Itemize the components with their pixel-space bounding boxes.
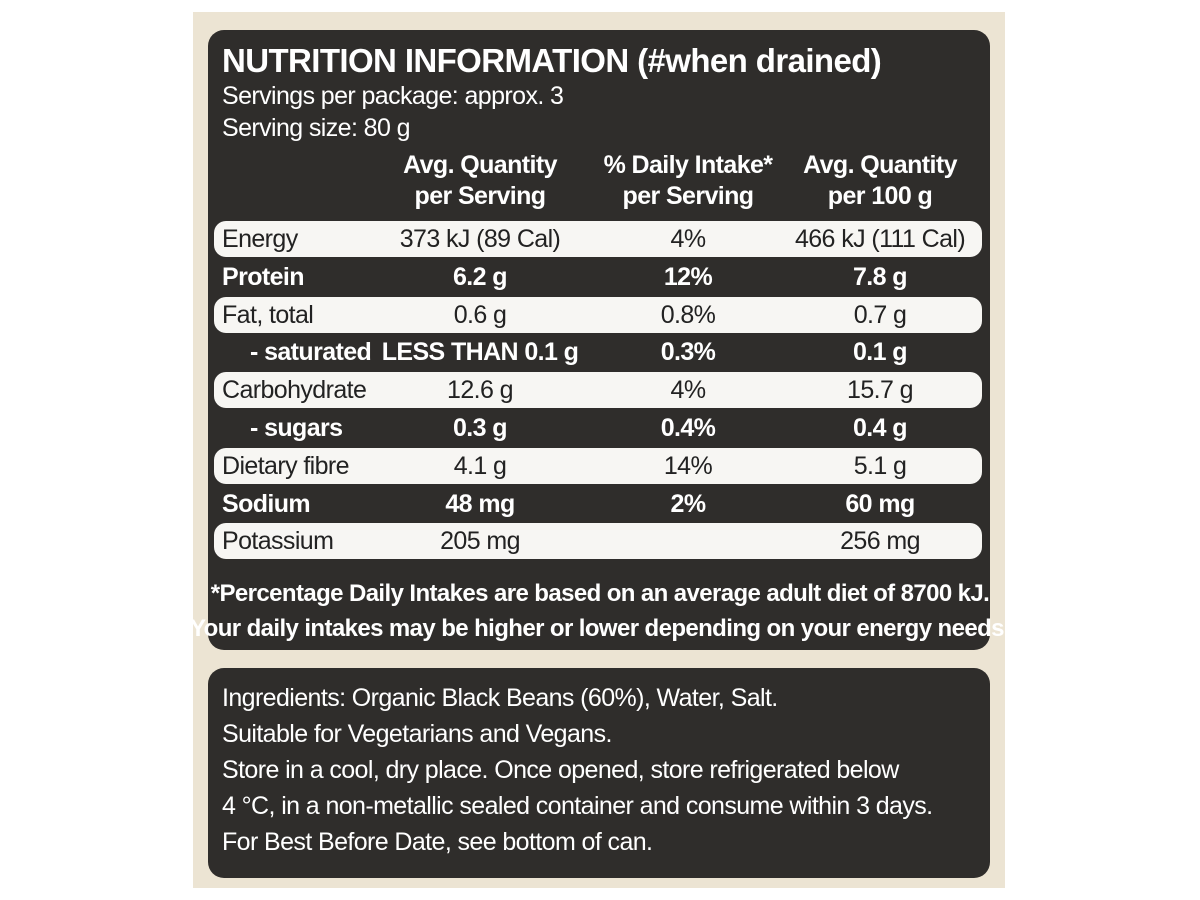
- info-line: 4 °C, in a non-metallic sealed container…: [222, 792, 933, 820]
- cell: 373 kJ (89 Cal): [399, 225, 561, 253]
- cell: 0.4 g: [853, 414, 908, 442]
- row-label: - sugars: [250, 414, 343, 442]
- cell: 466 kJ (111 Cal): [794, 225, 966, 253]
- column-header: % Daily Intake* per Serving: [603, 151, 773, 211]
- cell: 0.7 g: [853, 300, 907, 329]
- cell: 48 mg: [445, 489, 515, 518]
- cell: 0.4%: [660, 414, 716, 442]
- cell: 60 mg: [845, 489, 915, 518]
- cell: 4%: [670, 376, 707, 405]
- footnote: Your daily intakes may be higher or lowe…: [190, 615, 1011, 642]
- info-line: Ingredients: Organic Black Beans (60%), …: [222, 684, 778, 712]
- info-line: Suitable for Vegetarians and Vegans.: [222, 720, 612, 748]
- cell: 12.6 g: [447, 376, 514, 405]
- row-label: Fat, total: [222, 300, 314, 329]
- row-label: Energy: [222, 225, 298, 253]
- footnote: *Percentage Daily Intakes are based on a…: [210, 580, 990, 607]
- cell: 4.1 g: [453, 451, 507, 480]
- serving-size: Serving size: 80 g: [222, 114, 411, 142]
- cell: 0.1 g: [853, 338, 908, 367]
- row-label: Carbohydrate: [222, 376, 367, 405]
- table-row: [214, 296, 982, 333]
- cell: 7.8 g: [853, 262, 908, 291]
- column-header: Avg. Quantity per Serving: [403, 151, 557, 211]
- cell: 0.3 g: [453, 414, 508, 442]
- cell: 0.3%: [660, 338, 716, 367]
- cell: 15.7 g: [847, 376, 914, 405]
- row-label: Sodium: [222, 489, 311, 518]
- info-panel: [208, 668, 990, 878]
- table-row: [214, 447, 982, 484]
- table-row: [214, 221, 982, 257]
- cell: LESS THAN 0.1 g: [381, 338, 579, 367]
- cell: 0.8%: [660, 300, 716, 329]
- cell: 0.6 g: [453, 300, 507, 329]
- column-header: Avg. Quantity per 100 g: [803, 151, 957, 211]
- cell: 4%: [670, 225, 707, 253]
- table-row: [214, 523, 982, 560]
- title: NUTRITION INFORMATION (#when drained): [222, 42, 882, 79]
- row-label: Potassium: [222, 527, 334, 556]
- info-line: Store in a cool, dry place. Once opened,…: [222, 756, 899, 784]
- info-line: For Best Before Date, see bottom of can.: [222, 828, 653, 856]
- cell: 256 mg: [840, 527, 920, 556]
- servings: Servings per package: approx. 3: [222, 82, 564, 110]
- cell: 205 mg: [440, 527, 520, 556]
- cell: 6.2 g: [453, 262, 508, 291]
- cell: 12%: [663, 262, 713, 291]
- cell: 5.1 g: [853, 451, 907, 480]
- row-label: Protein: [222, 262, 305, 291]
- row-label: Dietary fibre: [222, 451, 350, 480]
- cell: 2%: [670, 489, 707, 518]
- cell: 14%: [663, 451, 713, 480]
- row-label: - saturated: [250, 338, 372, 367]
- table-row: [214, 372, 982, 409]
